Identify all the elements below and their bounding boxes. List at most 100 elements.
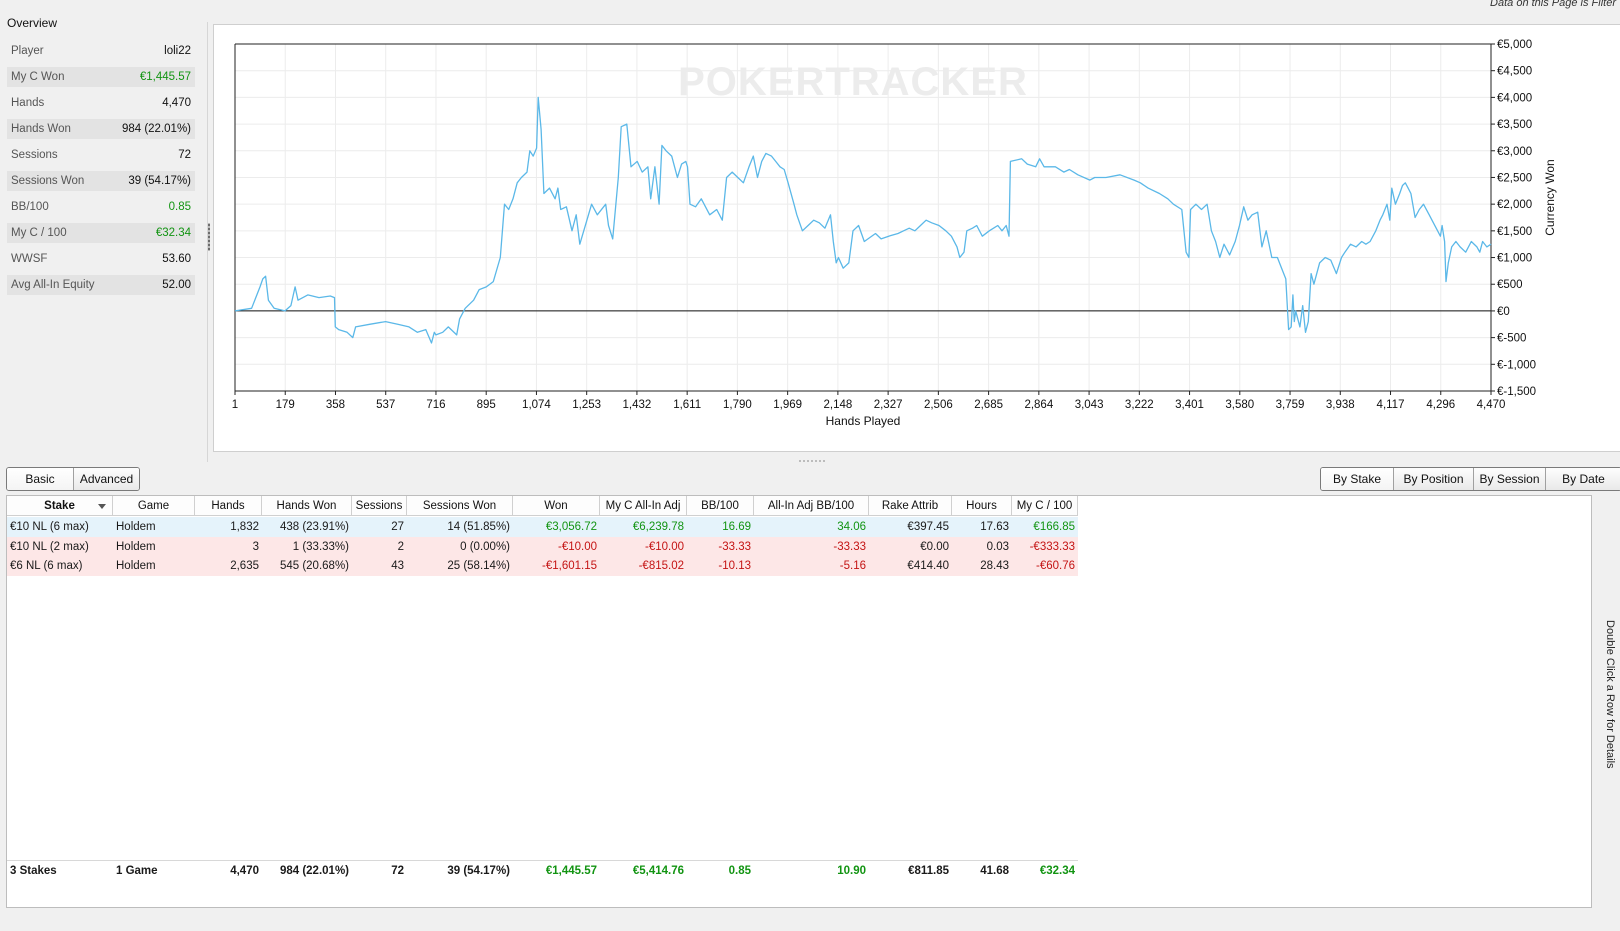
overview-label: My C / 100 [11,227,67,239]
x-tick-label: 3,938 [1326,399,1355,411]
y-tick-label: €1,500 [1497,226,1532,238]
x-tick-label: 1 [232,399,238,411]
y-tick-label: €3,000 [1497,146,1532,158]
winnings-chart-svg: POKERTRACKER €5,000 €4,500 €4,000 €3,500 €3,0… [232,39,1557,428]
vertical-splitter-handle[interactable] [208,223,210,251]
overview-label: BB/100 [11,201,49,213]
x-tick-label: 2,148 [823,399,852,411]
x-tick-label: 2,327 [874,399,903,411]
overview-value: €1,445.57 [139,71,191,83]
column-header-c-per-100[interactable]: My C / 100 [1012,496,1078,516]
table-row[interactable]: €6 NL (6 max) Holdem 2,635 545 (20.68%) 43 25… [7,556,1078,576]
table-row[interactable]: €10 NL (6 max) Holdem 1,832 438 (23.91%) 27 1… [7,517,1078,537]
total-won: €1,445.57 [545,865,597,877]
overview-label: My C Won [11,71,65,83]
total-sessions-won: 39 (54.17%) [447,865,510,877]
overview-row: Hands 4,470 [7,93,195,113]
x-tick-label: 4,470 [1477,399,1506,411]
total-c-per-100: €32.34 [1039,865,1075,877]
cell-game: Holdem [116,521,156,533]
cell-all-in-bb-100: 34.06 [837,521,866,533]
x-tick-label: 716 [426,399,445,411]
x-tick-label: 3,580 [1225,399,1254,411]
total-game: 1 Game [116,865,158,877]
column-header-hands-won[interactable]: Hands Won [262,496,352,516]
column-header-label: Sessions Won [422,500,497,512]
column-header-label: My C All-In Adj [605,500,681,512]
cell-hands: 1,832 [230,521,259,533]
column-header-all-in-bb-100[interactable]: All-In Adj BB/100 [754,496,869,516]
column-header-game[interactable]: Game [113,496,195,516]
x-tick-label: 3,222 [1125,399,1154,411]
x-tick-label: 2,864 [1024,399,1053,411]
column-header-sessions-won[interactable]: Sessions Won [407,496,513,516]
x-tick-label: 179 [276,399,295,411]
column-header-hands[interactable]: Hands [195,496,262,516]
column-header-label: BB/100 [701,500,739,512]
x-tick-label: 1,432 [623,399,652,411]
overview-row: Avg All-In Equity 52.00 [7,275,195,295]
by-session-button[interactable]: By Session [1473,468,1545,490]
basic-button[interactable]: Basic [7,468,73,490]
winnings-graph: POKERTRACKER €5,000 €4,500 €4,000 €3,500 €3,0… [213,24,1620,452]
total-all-in-bb-100: 10.90 [837,865,866,877]
stakes-table: Stake Game Hands Hands Won Sessions Sessions … [6,495,1592,908]
y-tick-label: €-1,000 [1497,359,1536,371]
overview-value: 72 [178,149,191,161]
column-header-won[interactable]: Won [513,496,600,516]
column-header-rake-attrib[interactable]: Rake Attrib [869,496,952,516]
overview-panel: Overview Player loli22 My C Won €1,445.57 Ha… [0,16,207,466]
x-tick-label: 358 [326,399,345,411]
y-tick-label: €2,000 [1497,199,1532,211]
y-tick-label: €-500 [1497,333,1526,345]
cell-sessions: 43 [391,560,404,572]
x-axis-title: Hands Played [826,414,901,428]
y-tick-label: €1,000 [1497,253,1532,265]
overview-value: 53.60 [162,253,191,265]
overview-row: Sessions 72 [7,145,195,165]
column-header-stake[interactable]: Stake [7,496,113,516]
x-tick-label: 1,790 [723,399,752,411]
advanced-button[interactable]: Advanced [73,468,139,490]
total-all-in-adj: €5,414.76 [632,865,684,877]
cell-won: €3,056.72 [545,521,597,533]
y-tick-label: €500 [1497,279,1523,291]
column-header-sessions[interactable]: Sessions [352,496,407,516]
x-tick-label: 3,401 [1175,399,1204,411]
column-header-hours[interactable]: Hours [952,496,1012,516]
overview-row: Sessions Won 39 (54.17%) [7,171,195,191]
by-position-button[interactable]: By Position [1393,468,1473,490]
cell-stake: €6 NL (6 max) [10,560,83,572]
grouping-toggle: By Stake By Position By Session By Date [1320,467,1620,491]
cell-bb-100: -10.13 [718,560,751,572]
overview-divider [207,22,208,462]
column-header-bb-100[interactable]: BB/100 [687,496,754,516]
cell-hands: 2,635 [230,560,259,572]
cell-sessions: 27 [391,521,404,533]
overview-label: Avg All-In Equity [11,279,95,291]
overview-stats: Player loli22 My C Won €1,445.57 Hands 4,470 H… [7,41,195,301]
y-tick-label: €5,000 [1497,39,1532,51]
x-tick-label: 3,759 [1276,399,1305,411]
horizontal-splitter-handle[interactable] [798,460,826,462]
plot-area [235,44,1491,391]
column-header-label: Won [544,500,568,512]
column-header-label: Hands Won [276,500,337,512]
by-stake-button[interactable]: By Stake [1321,468,1393,490]
overview-label: Sessions Won [11,175,85,187]
cell-won: -€10.00 [557,540,597,553]
filter-note: Data on this Page is Filter [1490,0,1616,9]
x-tick-label: 1,611 [673,399,701,411]
winnings-series-line [234,96,1492,344]
total-hands-won: 984 (22.01%) [279,865,349,877]
overview-label: Hands Won [11,123,71,135]
cell-all-in-adj: -€10.00 [644,540,684,553]
column-header-all-in-adj[interactable]: My C All-In Adj [600,496,687,516]
by-date-button[interactable]: By Date [1545,468,1620,490]
y-axis-title: Currency Won [1543,159,1557,235]
cell-sessions-won: 14 (51.85%) [447,521,510,533]
column-header-label: Sessions [355,500,403,512]
table-row[interactable]: €10 NL (2 max) Holdem 3 1 (33.33%) 2 0 (0.00%… [7,536,1078,557]
x-tick-label: 1,074 [522,399,551,411]
total-rake-attrib: €811.85 [908,865,949,877]
